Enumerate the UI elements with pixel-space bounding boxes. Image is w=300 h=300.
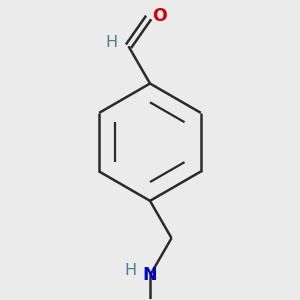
Text: O: O bbox=[152, 7, 167, 25]
Text: H: H bbox=[105, 35, 117, 50]
Text: N: N bbox=[143, 266, 157, 284]
Text: H: H bbox=[124, 263, 136, 278]
